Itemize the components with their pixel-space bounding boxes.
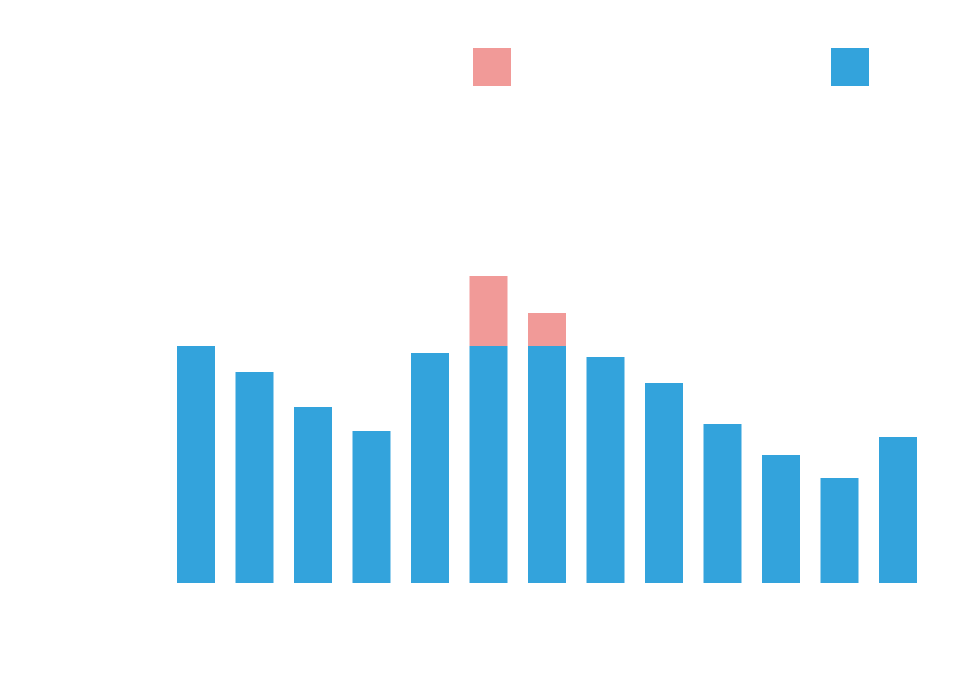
bar-series1-item11 — [762, 455, 800, 583]
bar-series1-item2 — [235, 372, 274, 583]
bars — [177, 276, 917, 583]
legend-swatch-2 — [831, 48, 869, 86]
bar-series1-item10 — [703, 424, 742, 583]
bar-series1-item4 — [352, 431, 391, 583]
bar-series1-item8 — [586, 357, 625, 583]
legend — [473, 48, 869, 86]
bar-series1-item12 — [820, 478, 859, 583]
bar-series1-item6 — [469, 346, 508, 583]
bar-series2-item6 — [469, 276, 508, 346]
bar-series1-item1 — [177, 346, 215, 583]
legend-swatch-1 — [473, 48, 511, 86]
bar-series1-item7 — [528, 346, 566, 583]
bar-series1-item5 — [411, 353, 449, 583]
bar-series2-item7 — [528, 313, 566, 346]
bar-series1-item3 — [294, 407, 332, 583]
bar-series1-item13 — [879, 437, 917, 583]
bar-series1-item9 — [645, 383, 683, 583]
